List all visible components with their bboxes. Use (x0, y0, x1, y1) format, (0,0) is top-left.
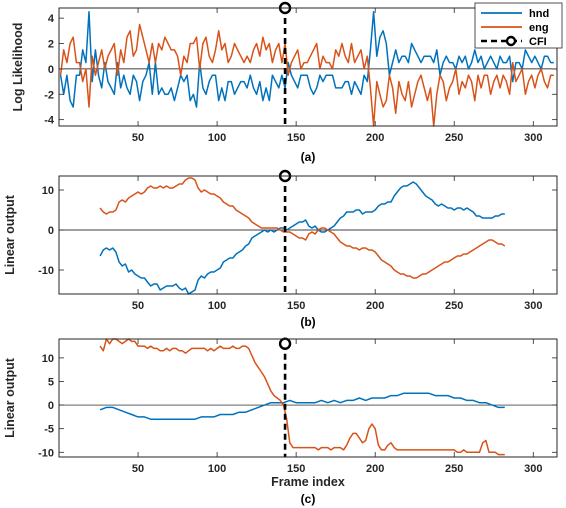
panel-c-label: (c) (301, 492, 316, 506)
y-tick-label: -10 (38, 265, 54, 277)
x-tick-label: 250 (445, 132, 463, 144)
panel-b-label: (b) (300, 315, 315, 329)
x-tick-label: 300 (524, 132, 542, 144)
y-tick-label: 2 (48, 39, 54, 51)
panel-b-x-ticks: 50 100 150 200 250 300 (132, 176, 542, 312)
y-tick-label: 5 (48, 376, 54, 388)
panel-a: 50 100 150 200 250 300 -4 -2 0 2 4 Log Likelihood… (11, 1, 563, 164)
legend-marker-cfi (505, 35, 517, 47)
series-line-hnd (99, 181, 505, 295)
x-tick-label: 150 (287, 132, 305, 144)
y-tick-label: 0 (48, 400, 54, 412)
panel-c-y-ticks: -10 -5 0 5 10 (38, 353, 557, 459)
y-tick-label: 0 (48, 64, 54, 76)
legend: hnd eng CFI (474, 2, 563, 49)
series-line-hnd (99, 392, 505, 420)
panel-c-x-ticks: 50 100 150 200 250 300 (132, 339, 542, 475)
x-tick-label: 50 (132, 132, 144, 144)
panel-a-ylabel: Log Likelihood (11, 23, 25, 112)
y-tick-label: 10 (42, 185, 54, 197)
panel-c-xlabel: Frame index (271, 475, 345, 489)
panel-b-axes-frame (58, 175, 558, 295)
x-tick-label: 100 (208, 463, 226, 475)
legend-label-eng: eng (529, 22, 549, 34)
panel-b: 50 100 150 200 250 300 -10 0 10 Linear output (… (3, 169, 558, 329)
panel-c-series (99, 338, 505, 456)
panel-c-ylabel: Linear output (3, 357, 17, 438)
series-line-eng (99, 338, 505, 456)
y-tick-label: 0 (48, 225, 54, 237)
series-line-eng (59, 23, 554, 127)
x-tick-label: 200 (366, 132, 384, 144)
x-tick-label: 150 (287, 463, 305, 475)
x-tick-label: 50 (132, 300, 144, 312)
y-tick-label: -5 (44, 424, 54, 436)
x-tick-label: 300 (524, 300, 542, 312)
legend-box (474, 2, 563, 49)
x-tick-label: 50 (132, 463, 144, 475)
panel-a-x-ticks: 50 100 150 200 250 300 (132, 8, 542, 144)
series-line-hnd (59, 11, 554, 108)
y-tick-label: 4 (48, 13, 55, 25)
panel-c-cfi-marker (278, 337, 292, 457)
x-tick-label: 250 (445, 463, 463, 475)
x-tick-label: 200 (366, 300, 384, 312)
legend-label-hnd: hnd (529, 8, 549, 20)
x-tick-label: 250 (445, 300, 463, 312)
y-tick-label: 10 (42, 353, 54, 365)
panel-a-label: (a) (301, 150, 316, 164)
y-tick-label: -4 (44, 115, 55, 127)
x-tick-label: 100 (208, 300, 226, 312)
x-tick-label: 300 (524, 463, 542, 475)
panel-c-axes-frame (58, 338, 558, 458)
panel-c: 50 100 150 200 250 300 -10 -5 0 5 10 Linear outpu… (3, 337, 558, 506)
y-tick-label: -10 (38, 447, 54, 459)
panel-b-ylabel: Linear output (3, 194, 17, 275)
legend-label-cfi: CFI (529, 36, 547, 48)
panel-a-series (59, 11, 554, 127)
series-line-eng (99, 177, 506, 279)
y-tick-label: -2 (44, 89, 54, 101)
x-tick-label: 150 (287, 300, 305, 312)
panel-b-series (99, 177, 506, 295)
cfi-point (278, 337, 292, 350)
x-tick-label: 100 (208, 132, 226, 144)
x-tick-label: 200 (366, 463, 384, 475)
panel-b-y-ticks: -10 0 10 (38, 185, 557, 277)
panel-a-axes-frame (58, 7, 558, 127)
